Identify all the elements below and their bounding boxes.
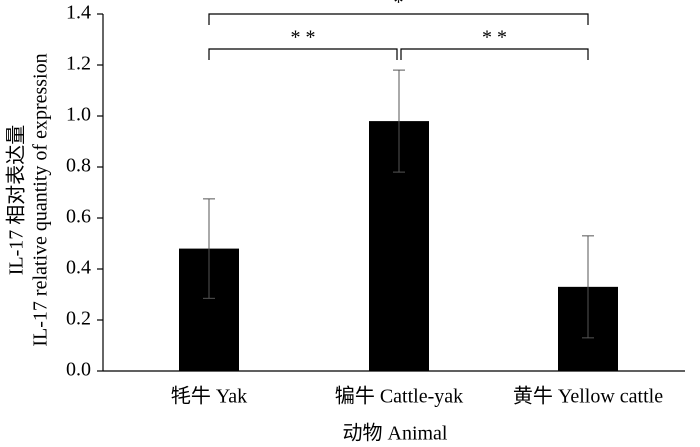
significance-label: * <box>394 0 404 14</box>
y-tick-label: 0.8 <box>66 155 91 177</box>
significance-label: * * <box>482 27 507 49</box>
y-tick-label: 1.0 <box>66 104 91 126</box>
significance-bracket <box>400 48 589 60</box>
error-bar <box>203 198 215 299</box>
y-tick-label: 0.4 <box>66 257 91 279</box>
x-tick-label: 犏牛 Cattle-yak <box>335 385 463 408</box>
significance-label: * * <box>291 27 316 49</box>
y-tick-label: 0.6 <box>66 206 91 228</box>
x-tick-label: 黄牛 Yellow cattle <box>513 385 663 408</box>
x-tick-label: 牦牛 Yak <box>171 385 247 408</box>
y-axis-title: IL-17 relative quantity of expression <box>30 53 52 346</box>
error-bar <box>393 69 405 173</box>
y-axis-title: IL-17 相对表达量 <box>5 125 28 276</box>
x-axis-title: 动物 Animal <box>343 422 448 445</box>
significance-bracket <box>208 13 589 25</box>
y-tick-label: 0.0 <box>66 359 91 381</box>
error-bar <box>582 235 594 339</box>
y-tick-label: 1.2 <box>66 53 91 75</box>
y-tick-label: 1.4 <box>66 2 91 24</box>
y-tick-label: 0.2 <box>66 308 91 330</box>
significance-bracket <box>208 48 398 60</box>
